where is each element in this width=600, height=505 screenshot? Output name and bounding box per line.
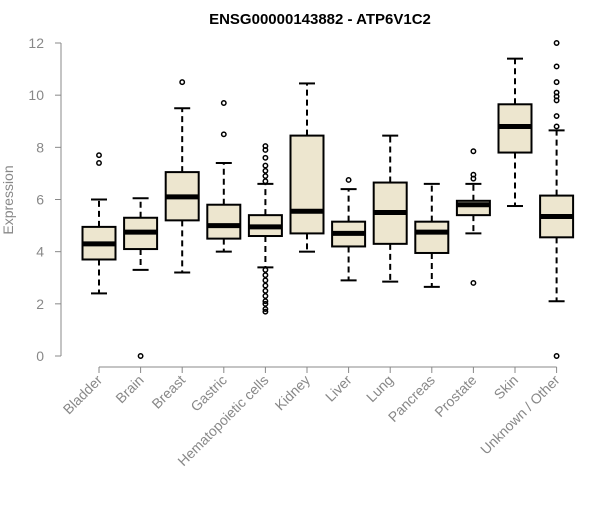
outlier-point	[262, 300, 269, 307]
x-tick-label: Skin	[491, 372, 522, 403]
iqr-box	[206, 203, 242, 240]
y-tick-label: 8	[36, 139, 44, 155]
box-bladder	[81, 152, 117, 295]
outlier-point	[262, 287, 269, 294]
outlier-point	[553, 40, 560, 46]
x-tick-label: Kidney	[272, 372, 314, 414]
y-tick-label: 2	[36, 296, 44, 312]
outlier-point	[470, 280, 477, 286]
outlier-point	[262, 293, 269, 299]
x-tick-label: Lung	[363, 372, 396, 405]
outlier-point	[137, 353, 144, 359]
box-lung	[372, 134, 408, 283]
outlier-point	[553, 63, 560, 70]
box-brain	[123, 197, 159, 359]
x-tick-label: Liver	[322, 372, 355, 405]
outlier-point	[262, 167, 269, 174]
box-prostate	[455, 148, 491, 286]
outlier-point	[220, 100, 227, 106]
box-hematopoietic-cells	[247, 143, 283, 315]
iqr-box	[289, 134, 325, 235]
outlier-point	[262, 277, 269, 284]
x-tick-label: Unknown / Other	[477, 372, 563, 458]
outlier-point	[470, 171, 477, 178]
y-tick-label: 4	[36, 244, 44, 260]
outlier-point	[553, 123, 560, 130]
iqr-box	[414, 220, 450, 254]
y-tick-label: 10	[28, 87, 44, 103]
outlier-point	[553, 89, 560, 96]
box-pancreas	[414, 182, 450, 288]
x-tick-label: Brain	[112, 372, 146, 406]
y-axis-label: Expression	[0, 165, 16, 234]
outlier-point	[262, 178, 269, 185]
outlier-point	[96, 152, 102, 159]
x-tick-label: Breast	[148, 372, 188, 412]
outlier-point	[553, 353, 560, 359]
outlier-point	[179, 79, 186, 86]
outlier-point	[262, 154, 269, 161]
box-kidney	[289, 82, 325, 253]
outlier-point	[345, 176, 352, 183]
outlier-point	[262, 162, 269, 169]
box-skin	[497, 57, 533, 208]
outlier-point	[470, 148, 477, 155]
x-tick-label: Bladder	[60, 372, 106, 418]
axes: 0 2 4 6 8 10 12	[28, 35, 558, 373]
outlier-point	[262, 298, 269, 305]
boxes	[81, 40, 575, 359]
outlier-point	[553, 79, 560, 86]
outlier-point	[262, 266, 269, 273]
box-gastric	[206, 100, 242, 253]
outlier-point	[553, 113, 560, 119]
y-tick-label: 0	[36, 348, 44, 364]
outlier-point	[262, 308, 269, 315]
y-tick-label: 12	[28, 35, 44, 51]
outlier-point	[262, 143, 269, 149]
outlier-point	[262, 306, 269, 312]
outlier-point	[262, 173, 269, 179]
box-breast	[164, 79, 200, 274]
x-tick-label: Prostate	[431, 372, 479, 420]
outlier-point	[96, 160, 102, 166]
outlier-point	[262, 272, 269, 279]
y-tick-label: 6	[36, 192, 44, 208]
box-unknown-other	[539, 40, 575, 359]
chart-title: ENSG00000143882 - ATP6V1C2	[209, 11, 431, 28]
box-liver	[331, 176, 367, 282]
outlier-point	[220, 131, 227, 138]
outlier-point	[262, 282, 269, 289]
